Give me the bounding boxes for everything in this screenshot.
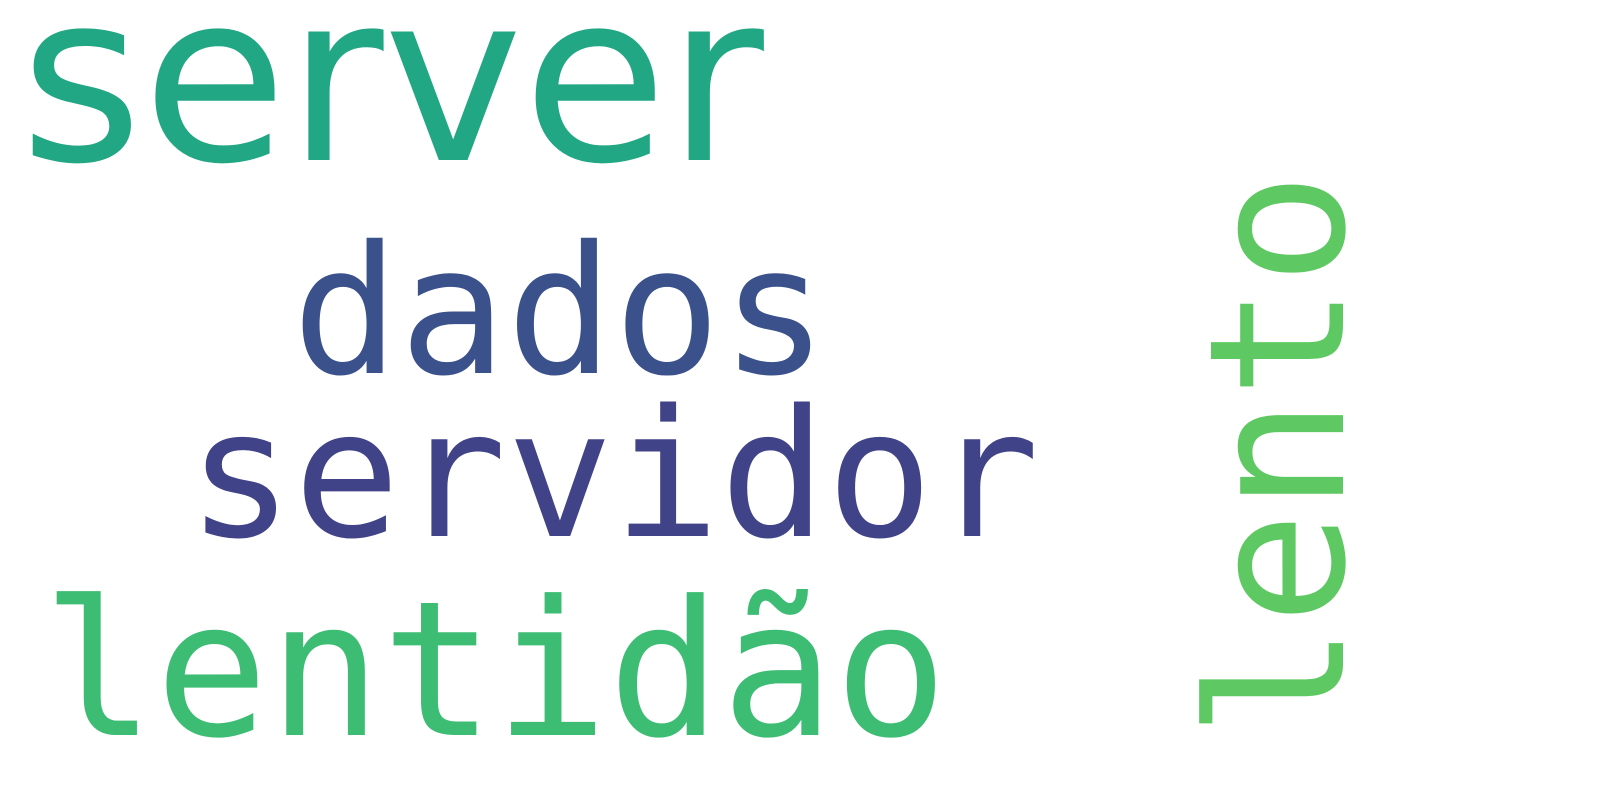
word-lento: lento	[1169, 172, 1388, 738]
word-lentidao: lentidão	[42, 561, 948, 780]
word-server: server	[20, 0, 764, 216]
word-lento-vertical: lento	[1003, 172, 1388, 738]
word-dados: dados	[292, 208, 828, 415]
word-servidor: servidor	[187, 372, 1040, 578]
